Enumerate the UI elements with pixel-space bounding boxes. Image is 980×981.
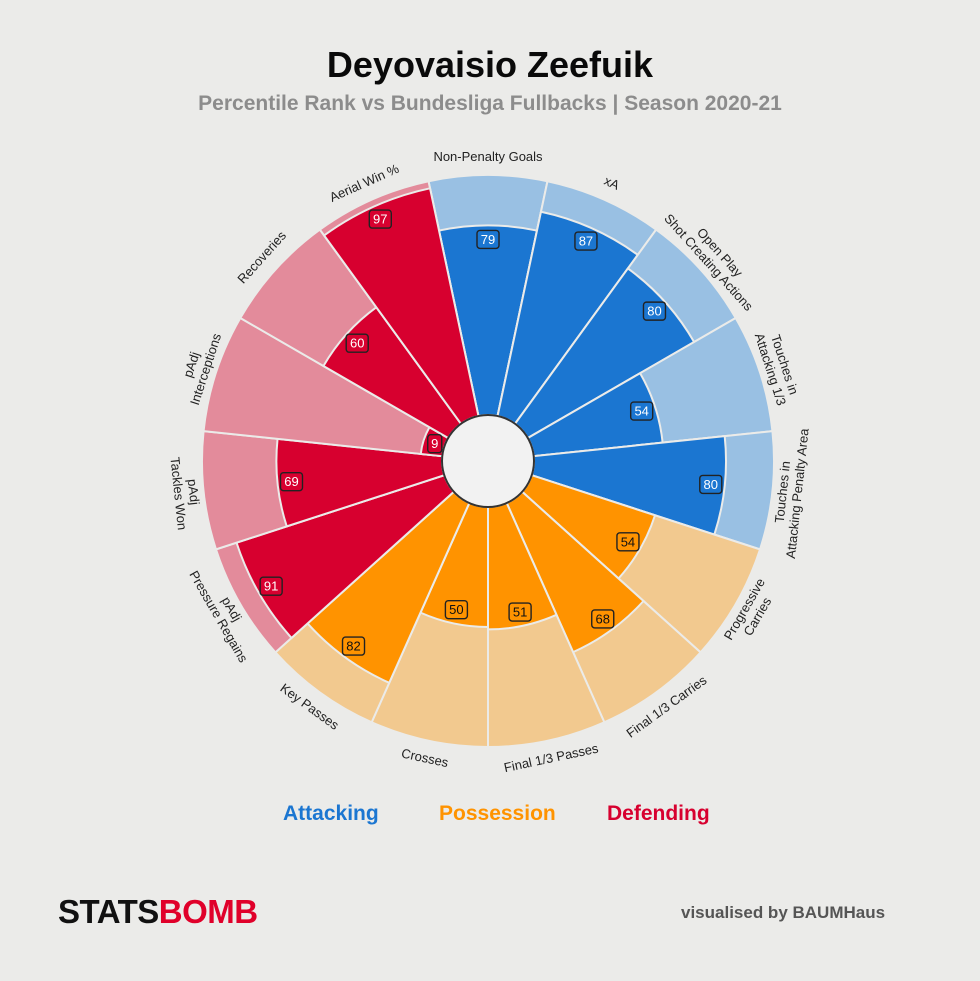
value-label-padj-tackles-won: 69 [279, 471, 304, 492]
value-text-touches-in-attacking-penalty-area: 80 [704, 477, 718, 492]
value-text-touches-in-attacking-1-3: 54 [634, 404, 648, 419]
value-label-xa: 87 [574, 231, 598, 251]
statsbomb-logo: STATSBOMB [58, 893, 258, 931]
category-label-line: Tackles Won [167, 456, 190, 531]
category-label-line: pAdj [185, 478, 203, 506]
value-label-key-passes: 82 [341, 636, 366, 656]
value-box-aerial-win [368, 209, 392, 229]
category-label-xa: xA [602, 173, 622, 193]
value-text-final-1-3-passes: 51 [513, 605, 527, 620]
value-label-crosses: 50 [444, 599, 469, 620]
value-box-open-play-shot-creating-actions [642, 301, 667, 321]
value-box-final-1-3-carries [591, 609, 615, 629]
value-label-padj-pressure-regains: 91 [259, 576, 283, 596]
value-label-final-1-3-passes: 51 [508, 602, 532, 622]
value-text-crosses: 50 [449, 602, 463, 617]
value-text-open-play-shot-creating-actions: 80 [647, 304, 661, 319]
value-label-recoveries: 60 [345, 333, 369, 353]
value-box-touches-in-attacking-penalty-area [699, 474, 723, 495]
value-box-xa [574, 231, 598, 251]
value-text-progressive-carries: 54 [621, 534, 635, 549]
value-text-key-passes: 82 [346, 639, 360, 654]
category-label-line: Non-Penalty Goals [433, 149, 543, 164]
category-label-padj-tackles-won: pAdjTackles Won [167, 455, 205, 531]
value-box-padj-interceptions [427, 433, 443, 454]
value-text-final-1-3-carries: 68 [596, 611, 610, 626]
category-label-line: Touches in [772, 460, 793, 523]
value-label-progressive-carries: 54 [616, 532, 640, 552]
value-box-crosses [444, 599, 469, 620]
legend-defending: Defending [607, 802, 710, 825]
value-box-padj-pressure-regains [259, 576, 283, 596]
credit-text: visualised by BAUMHaus [681, 903, 886, 922]
value-text-padj-tackles-won: 69 [284, 474, 298, 489]
value-box-final-1-3-passes [508, 602, 532, 622]
value-box-progressive-carries [616, 532, 640, 552]
value-label-padj-interceptions: 9 [427, 433, 443, 454]
value-label-non-penalty-goals: 79 [476, 229, 500, 250]
category-label-non-penalty-goals: Non-Penalty Goals [433, 149, 543, 164]
value-label-final-1-3-carries: 68 [591, 609, 615, 629]
logo-stats-text: STATS [58, 893, 159, 930]
value-text-recoveries: 60 [350, 336, 364, 351]
category-label-touches-in-attacking-penalty-area: Touches inAttacking Penalty Area [768, 425, 812, 559]
value-label-open-play-shot-creating-actions: 80 [642, 301, 667, 321]
value-box-non-penalty-goals [476, 229, 500, 250]
chart-subtitle: Percentile Rank vs Bundesliga Fullbacks … [198, 92, 782, 115]
value-box-key-passes [341, 636, 366, 656]
value-label-aerial-win: 97 [368, 209, 392, 229]
value-label-touches-in-attacking-1-3: 54 [629, 401, 654, 421]
category-label-line: xA [602, 173, 622, 193]
value-text-aerial-win: 97 [373, 212, 387, 227]
value-text-padj-pressure-regains: 91 [264, 579, 278, 594]
value-text-xa: 87 [579, 234, 593, 249]
value-text-padj-interceptions: 9 [431, 436, 438, 451]
value-label-touches-in-attacking-penalty-area: 80 [699, 474, 723, 495]
value-box-touches-in-attacking-1-3 [629, 401, 654, 421]
value-box-recoveries [345, 333, 369, 353]
value-box-padj-tackles-won [279, 471, 304, 492]
category-label-crosses: Crosses [400, 746, 450, 771]
category-label-line: Crosses [400, 746, 450, 771]
legend-attacking: Attacking [283, 802, 379, 825]
centre-circle [441, 414, 535, 508]
logo-bomb-text: BOMB [158, 893, 258, 930]
legend-possession: Possession [439, 802, 556, 825]
value-text-non-penalty-goals: 79 [481, 232, 495, 247]
chart-title: Deyovaisio Zeefuik [326, 44, 654, 85]
